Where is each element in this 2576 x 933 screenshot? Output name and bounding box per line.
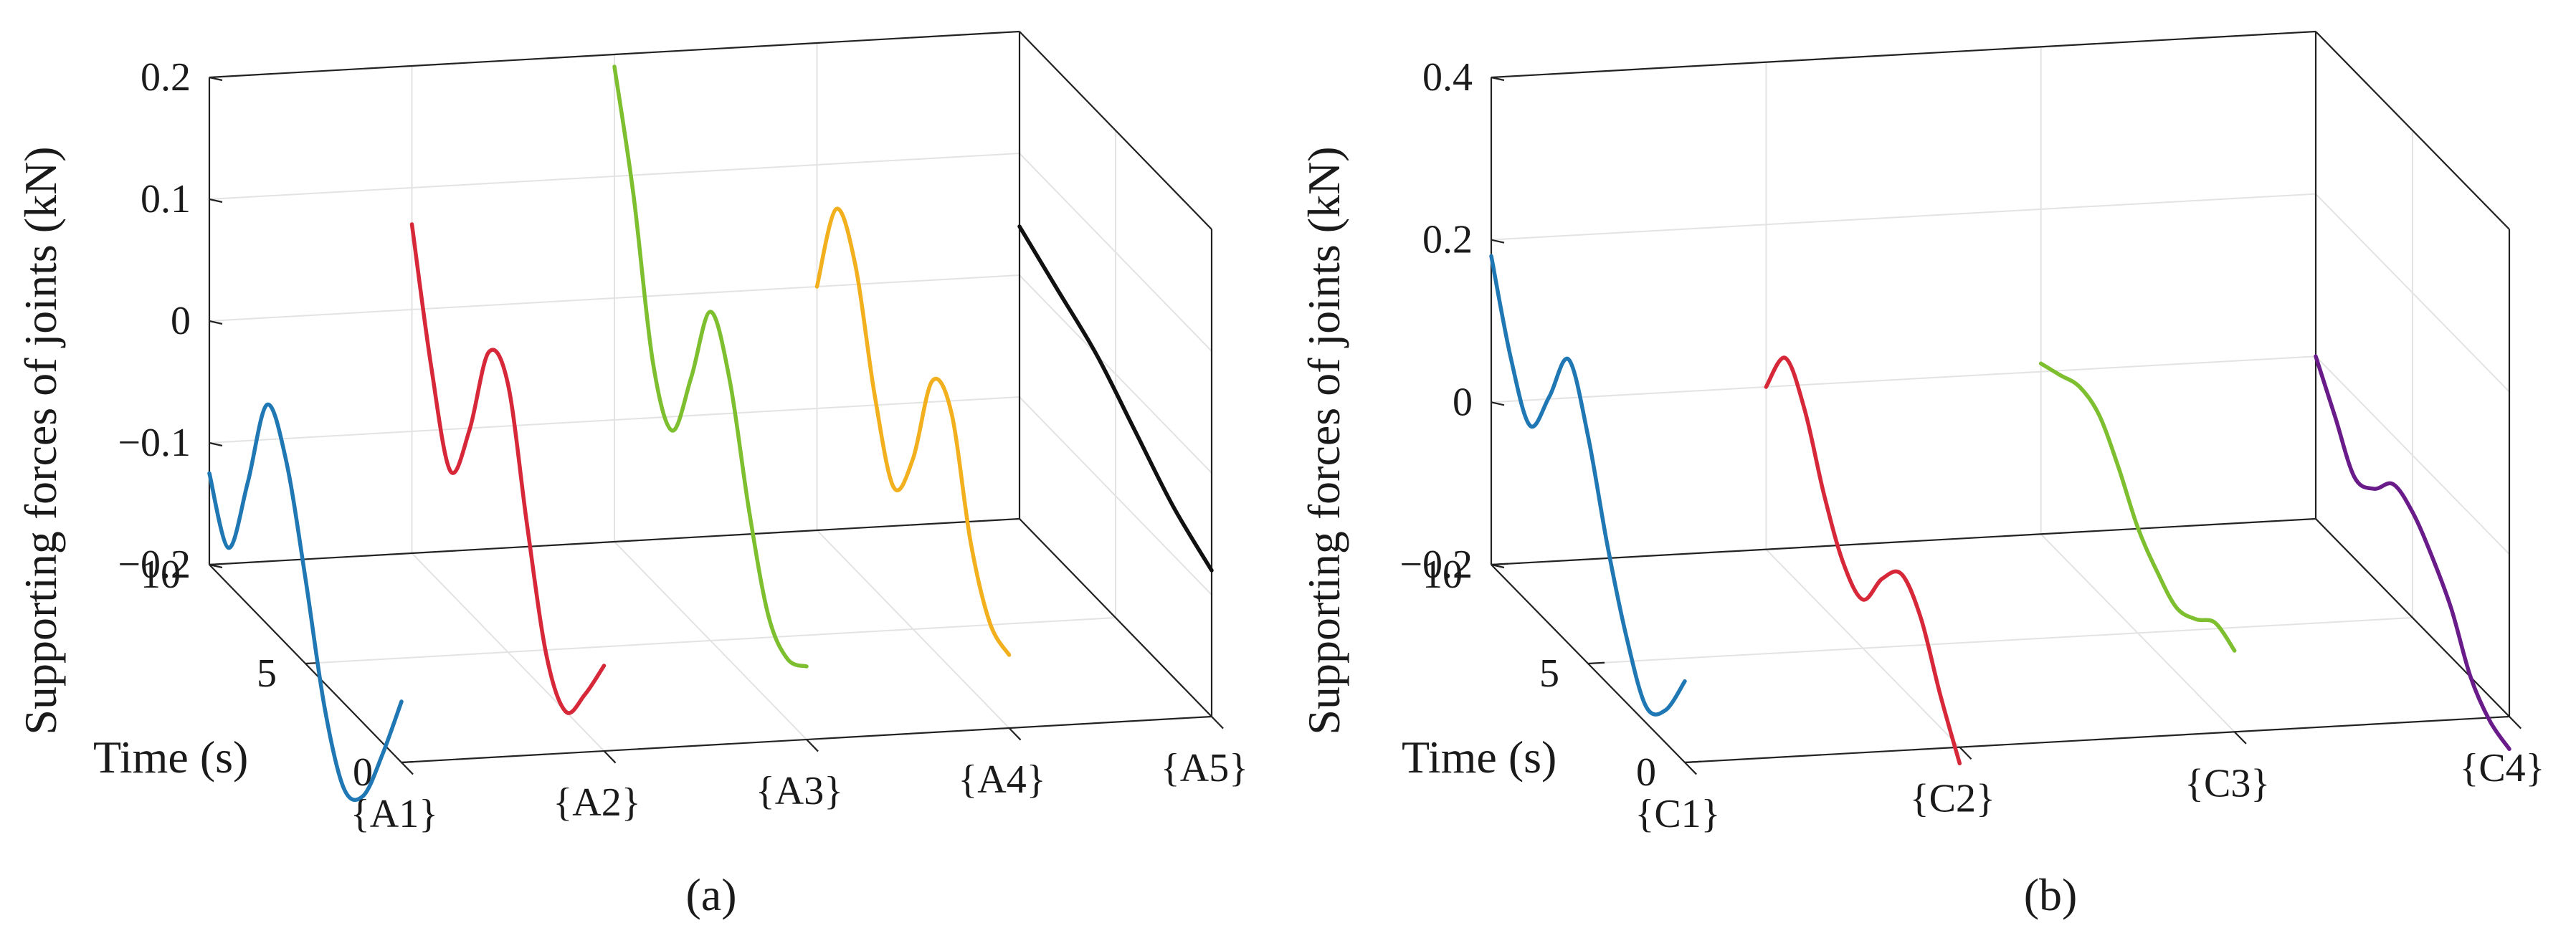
- time-tick-label: 0: [1636, 750, 1656, 795]
- z-axis-label: Supporting forces of joints (kN): [1298, 146, 1349, 735]
- axis-edge: [1019, 31, 1212, 230]
- z-tick-label: −0.1: [118, 421, 191, 465]
- axes-frame: [208, 30, 1224, 775]
- x-tick: [1211, 716, 1224, 729]
- time-tick-label: 10: [141, 552, 181, 597]
- series-line-c2: [1764, 355, 1962, 766]
- z-tick: [1491, 76, 1505, 82]
- caption-b: (b): [2024, 869, 2078, 920]
- time-tick-label: 0: [353, 750, 373, 795]
- grid-lines: [209, 31, 1212, 763]
- series-line-a3: [612, 64, 809, 669]
- x-tick: [806, 739, 819, 752]
- series-line-a5: [1017, 224, 1214, 573]
- z-tick: [209, 198, 223, 204]
- z-tick: [209, 441, 223, 447]
- z-tick-label: 0.2: [1422, 218, 1473, 262]
- axis-edge: [1491, 30, 2316, 79]
- x-tick: [401, 762, 414, 775]
- time-tick: [1587, 661, 1605, 665]
- time-tick-label: 5: [257, 651, 277, 696]
- x-tick-label: {C3}: [2185, 761, 2270, 805]
- z-tick-label: 0: [1453, 380, 1473, 424]
- axis-edge: [2315, 518, 2510, 717]
- x-tick: [1684, 762, 1697, 775]
- axis-edge: [209, 30, 1020, 79]
- z-tick-label: 0: [171, 299, 191, 343]
- x-tick: [1959, 746, 1972, 760]
- x-tick-label: {C1}: [1635, 792, 1720, 836]
- x-tick-label: {A1}: [351, 792, 438, 836]
- x-tick: [603, 750, 617, 764]
- axis-edge: [2315, 31, 2510, 230]
- caption-a: (a): [685, 869, 736, 920]
- axis-edge: [209, 517, 1020, 566]
- x-tick-label: {A3}: [756, 769, 843, 813]
- time-axis-label: Time (s): [93, 732, 248, 783]
- series-line-a2: [409, 222, 607, 715]
- gridline-t-floor: [1587, 617, 2413, 664]
- axis-edge: [1491, 517, 2316, 566]
- time-axis-label: Time (s): [1402, 732, 1556, 783]
- z-tick: [209, 76, 223, 82]
- x-tick-label: {C4}: [2459, 746, 2544, 790]
- x-tick-label: {C2}: [1910, 777, 1995, 821]
- time-tick-label: 5: [1539, 651, 1559, 696]
- x-tick: [1008, 727, 1022, 741]
- time-tick: [209, 563, 222, 566]
- gridline-z-back: [1491, 355, 2316, 403]
- axes-frame: [1490, 30, 2522, 775]
- series-line-a4: [814, 206, 1012, 657]
- axis-edge: [1019, 518, 1212, 717]
- x-tick-label: {A2}: [553, 780, 640, 825]
- time-tick: [1491, 563, 1508, 566]
- series-line-a1: [207, 402, 404, 803]
- gridline-t-floor: [305, 617, 1116, 664]
- series-line-c4: [2314, 354, 2511, 752]
- z-axis-label: Supporting forces of joints (kN): [15, 146, 66, 735]
- series-line-c3: [2038, 361, 2237, 653]
- axis-edge: [1684, 715, 2510, 764]
- z-tick: [1491, 239, 1505, 244]
- gridline-z-back: [1491, 193, 2316, 241]
- z-tick-label: 0.1: [141, 177, 191, 221]
- z-tick: [209, 320, 223, 325]
- x-tick: [2509, 716, 2522, 729]
- x-tick-label: {A5}: [1161, 746, 1248, 790]
- z-tick-label: −0.2: [118, 542, 191, 587]
- z-tick-label: −0.2: [1399, 542, 1473, 587]
- z-tick: [1491, 401, 1505, 406]
- x-tick: [2233, 731, 2247, 745]
- series-group: [207, 64, 1214, 803]
- series-group: [1489, 254, 2511, 766]
- z-tick-label: 0.4: [1422, 55, 1473, 100]
- time-tick-label: 10: [1422, 552, 1463, 597]
- grid-lines: [1491, 31, 2510, 763]
- time-tick: [305, 661, 318, 665]
- x-tick-label: {A4}: [958, 757, 1045, 802]
- z-tick-label: 0.2: [141, 55, 191, 100]
- series-line-c1: [1489, 254, 1687, 717]
